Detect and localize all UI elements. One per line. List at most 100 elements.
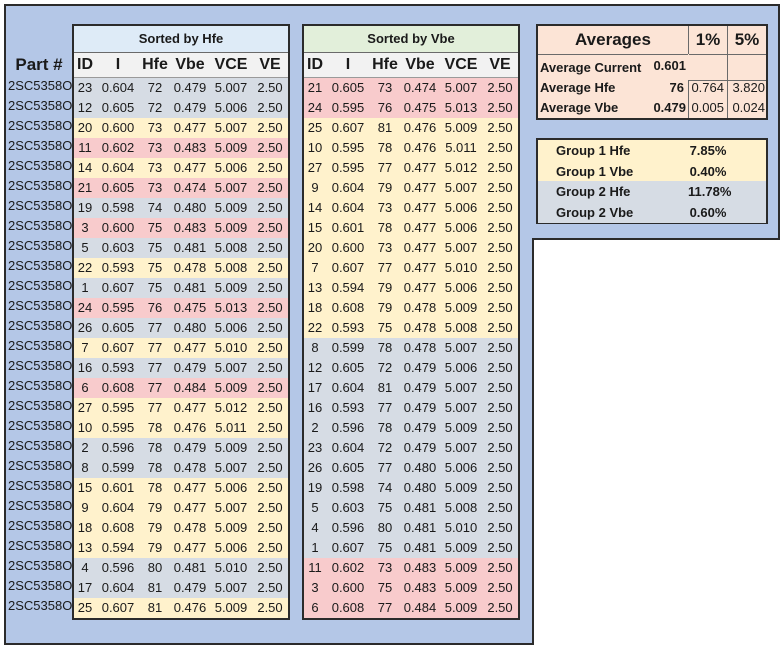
cell-hfe: 77 xyxy=(147,380,163,395)
cell-vce: 5.006 xyxy=(444,220,478,235)
column-header-hfe: Hfe xyxy=(372,56,398,73)
column-header-id: ID xyxy=(307,56,323,73)
cell-ve: 2.50 xyxy=(257,300,283,315)
cell-id: 24 xyxy=(77,300,93,315)
table-row: 17 0.604 81 0.479 5.007 2.50 xyxy=(74,578,288,598)
table-row: 4 0.596 80 0.481 5.010 2.50 xyxy=(304,518,518,538)
cell-id: 10 xyxy=(307,140,323,155)
cell-current: 0.604 xyxy=(331,180,365,195)
cell-vbe: 0.475 xyxy=(173,300,207,315)
table-row: 10 0.595 78 0.476 5.011 2.50 xyxy=(304,138,518,158)
table-row: 15 0.601 78 0.477 5.006 2.50 xyxy=(304,218,518,238)
part-number: 2SC5358O xyxy=(8,398,73,413)
cell-id: 11 xyxy=(78,140,92,155)
cell-vbe: 0.484 xyxy=(403,600,437,615)
average-vbe-value: 0.479 xyxy=(653,100,686,115)
cell-vce: 5.006 xyxy=(214,320,248,335)
cell-hfe: 72 xyxy=(147,100,163,115)
cell-id: 21 xyxy=(307,80,323,95)
sorted-by-hfe-table: Sorted by Hfe ID I Hfe Vbe VCE VE 23 0.604 72 0.… xyxy=(72,24,290,620)
column-header-ve: VE xyxy=(259,56,281,73)
cell-hfe: 79 xyxy=(147,500,163,515)
cell-hfe: 75 xyxy=(147,220,163,235)
cell-hfe: 75 xyxy=(147,280,163,295)
cell-id: 21 xyxy=(77,180,93,195)
cell-id: 2 xyxy=(81,440,89,455)
cell-vbe: 0.478 xyxy=(173,460,207,475)
cell-hfe: 73 xyxy=(147,140,163,155)
cell-vbe: 0.476 xyxy=(173,420,207,435)
cell-id: 17 xyxy=(77,580,93,595)
cell-vce: 5.010 xyxy=(444,520,478,535)
cell-hfe: 73 xyxy=(377,80,393,95)
cell-id: 4 xyxy=(81,560,89,575)
cell-vbe: 0.477 xyxy=(173,500,207,515)
cell-vce: 5.013 xyxy=(214,300,248,315)
cell-id: 6 xyxy=(81,380,89,395)
cell-ve: 2.50 xyxy=(487,200,513,215)
cell-vbe: 0.478 xyxy=(403,320,437,335)
cell-vbe: 0.483 xyxy=(173,220,207,235)
table-row: 2 0.596 78 0.479 5.009 2.50 xyxy=(74,438,288,458)
cell-vce: 5.012 xyxy=(214,400,248,415)
cell-id: 8 xyxy=(311,340,319,355)
group-value: 7.85% xyxy=(689,143,727,158)
averages-divider xyxy=(727,26,728,118)
table-row: 6 0.608 77 0.484 5.009 2.50 xyxy=(304,598,518,618)
cell-vbe: 0.479 xyxy=(403,400,437,415)
cell-current: 0.593 xyxy=(101,260,135,275)
cell-vce: 5.006 xyxy=(444,280,478,295)
cell-id: 16 xyxy=(77,360,93,375)
table-row: 3 0.600 75 0.483 5.009 2.50 xyxy=(304,578,518,598)
cell-ve: 2.50 xyxy=(487,120,513,135)
cell-current: 0.596 xyxy=(101,440,135,455)
cell-id: 10 xyxy=(77,420,93,435)
table-row: 11 0.602 73 0.483 5.009 2.50 xyxy=(74,138,288,158)
cell-vbe: 0.480 xyxy=(173,320,207,335)
cell-hfe: 78 xyxy=(377,420,393,435)
cell-vce: 5.009 xyxy=(444,420,478,435)
cell-current: 0.603 xyxy=(101,240,135,255)
cell-ve: 2.50 xyxy=(487,440,513,455)
cell-ve: 2.50 xyxy=(487,500,513,515)
part-number: 2SC5358O xyxy=(8,578,73,593)
table-row: 14 0.604 73 0.477 5.006 2.50 xyxy=(74,158,288,178)
cell-id: 22 xyxy=(307,320,323,335)
cell-current: 0.600 xyxy=(331,580,365,595)
cell-vbe: 0.476 xyxy=(173,600,207,615)
group-value: 0.40% xyxy=(689,163,727,179)
cell-vce: 5.009 xyxy=(444,600,478,615)
cell-hfe: 81 xyxy=(377,380,393,395)
cell-hfe: 79 xyxy=(377,180,393,195)
cell-ve: 2.50 xyxy=(257,140,283,155)
cell-current: 0.595 xyxy=(101,400,135,415)
cell-vbe: 0.477 xyxy=(403,180,437,195)
cell-hfe: 77 xyxy=(377,400,393,415)
cell-ve: 2.50 xyxy=(487,520,513,535)
part-number: 2SC5358O xyxy=(8,418,73,433)
averages-divider xyxy=(688,26,689,54)
sorted-by-vbe-header-row: ID I Hfe Vbe VCE VE xyxy=(304,53,518,78)
table-row: 9 0.604 79 0.477 5.007 2.50 xyxy=(74,498,288,518)
cell-ve: 2.50 xyxy=(487,180,513,195)
cell-vce: 5.013 xyxy=(444,100,478,115)
cell-current: 0.594 xyxy=(101,540,135,555)
cell-hfe: 75 xyxy=(377,540,393,555)
cell-vce: 5.007 xyxy=(444,380,478,395)
cell-ve: 2.50 xyxy=(257,180,283,195)
part-column-header: Part # xyxy=(15,55,63,74)
cell-vbe: 0.477 xyxy=(173,340,207,355)
cell-ve: 2.50 xyxy=(257,160,283,175)
averages-divider xyxy=(688,80,766,81)
cell-current: 0.596 xyxy=(331,520,365,535)
sorted-by-hfe-header-row: ID I Hfe Vbe VCE VE xyxy=(74,53,288,78)
cell-current: 0.595 xyxy=(331,140,365,155)
cell-hfe: 79 xyxy=(377,280,393,295)
cell-hfe: 79 xyxy=(147,520,163,535)
cell-current: 0.608 xyxy=(331,300,365,315)
cell-current: 0.605 xyxy=(331,360,365,375)
averages-divider xyxy=(688,80,689,118)
cell-id: 23 xyxy=(77,80,93,95)
cell-vce: 5.006 xyxy=(444,360,478,375)
average-current-value: 0.601 xyxy=(653,58,686,73)
